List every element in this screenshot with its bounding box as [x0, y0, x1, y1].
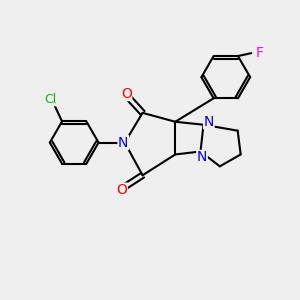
Text: Cl: Cl	[44, 93, 56, 106]
Text: N: N	[204, 115, 214, 129]
Text: F: F	[256, 46, 264, 60]
Text: O: O	[121, 86, 132, 100]
Text: N: N	[118, 136, 128, 150]
Text: N: N	[197, 150, 207, 164]
Text: O: O	[116, 183, 127, 197]
